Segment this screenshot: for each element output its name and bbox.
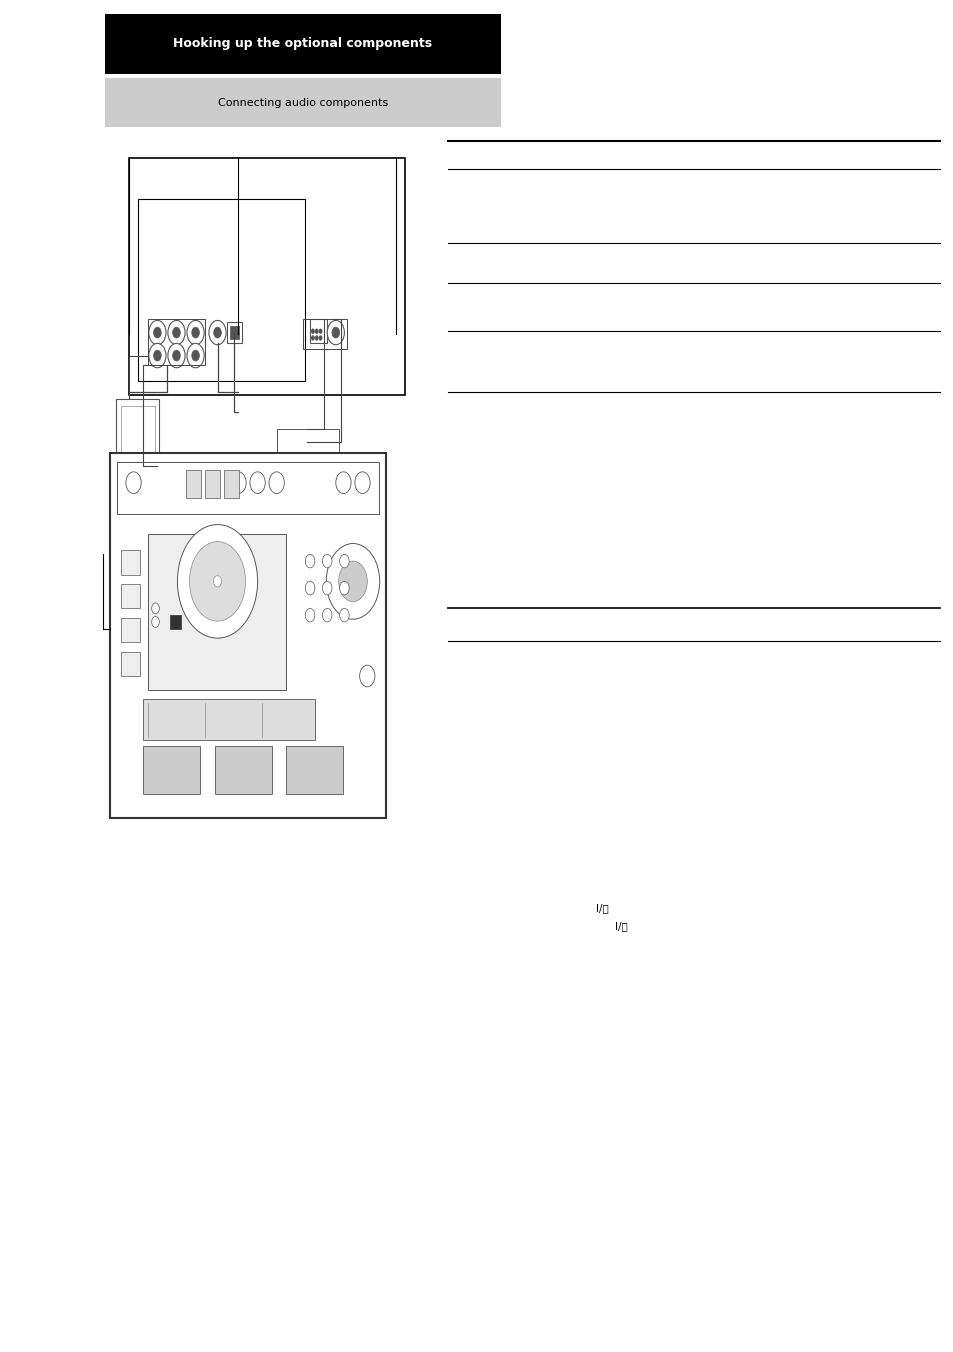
Bar — [143, 699, 314, 740]
Circle shape — [327, 320, 344, 345]
Circle shape — [318, 335, 322, 341]
Circle shape — [168, 320, 185, 345]
Circle shape — [126, 472, 141, 493]
Bar — [214, 746, 272, 794]
Circle shape — [332, 327, 339, 338]
Bar — [186, 470, 201, 498]
Bar — [121, 618, 140, 642]
Circle shape — [314, 329, 318, 334]
Circle shape — [339, 581, 349, 595]
Circle shape — [322, 581, 332, 595]
Circle shape — [153, 327, 161, 338]
Bar — [129, 158, 405, 395]
Bar — [117, 462, 378, 514]
Bar — [116, 399, 159, 469]
Text: I/⏻: I/⏻ — [615, 921, 627, 932]
Circle shape — [231, 472, 246, 493]
Circle shape — [153, 350, 161, 361]
Bar — [303, 319, 347, 349]
Circle shape — [322, 608, 332, 622]
Bar — [230, 326, 239, 339]
Circle shape — [187, 320, 204, 345]
Circle shape — [355, 472, 370, 493]
Circle shape — [326, 544, 379, 619]
Circle shape — [339, 554, 349, 568]
Circle shape — [305, 554, 314, 568]
Bar — [121, 652, 140, 676]
Bar — [138, 199, 305, 381]
Circle shape — [172, 350, 180, 361]
Bar — [276, 429, 338, 466]
Circle shape — [269, 472, 284, 493]
Circle shape — [335, 472, 351, 493]
Circle shape — [213, 327, 221, 338]
Bar — [110, 453, 386, 818]
Circle shape — [338, 561, 367, 602]
Bar — [227, 322, 242, 343]
Circle shape — [359, 665, 375, 687]
Bar — [121, 406, 154, 462]
Bar — [170, 615, 181, 629]
Bar — [148, 534, 286, 690]
Circle shape — [250, 472, 265, 493]
Text: I/⏻: I/⏻ — [596, 903, 608, 914]
Circle shape — [339, 608, 349, 622]
Circle shape — [305, 608, 314, 622]
Bar — [310, 319, 327, 343]
Text: Hooking up the optional components: Hooking up the optional components — [173, 38, 432, 50]
Circle shape — [168, 343, 185, 368]
Circle shape — [172, 327, 180, 338]
Circle shape — [190, 542, 245, 621]
Circle shape — [152, 617, 159, 627]
Circle shape — [209, 320, 226, 345]
Circle shape — [187, 343, 204, 368]
Circle shape — [192, 327, 199, 338]
Bar — [105, 14, 500, 74]
Circle shape — [177, 525, 257, 638]
Bar — [121, 550, 140, 575]
Bar — [205, 470, 220, 498]
Bar — [224, 470, 239, 498]
Bar — [286, 746, 343, 794]
Circle shape — [322, 554, 332, 568]
Text: Connecting audio components: Connecting audio components — [217, 97, 388, 108]
Circle shape — [192, 350, 199, 361]
Circle shape — [213, 576, 221, 587]
Circle shape — [314, 335, 318, 341]
Circle shape — [318, 329, 322, 334]
Bar — [105, 78, 500, 127]
Circle shape — [305, 581, 314, 595]
Circle shape — [311, 329, 314, 334]
Bar — [121, 584, 140, 608]
Circle shape — [149, 320, 166, 345]
Circle shape — [311, 335, 314, 341]
Bar — [148, 319, 205, 365]
Circle shape — [149, 343, 166, 368]
Bar — [143, 746, 200, 794]
Circle shape — [152, 603, 159, 614]
